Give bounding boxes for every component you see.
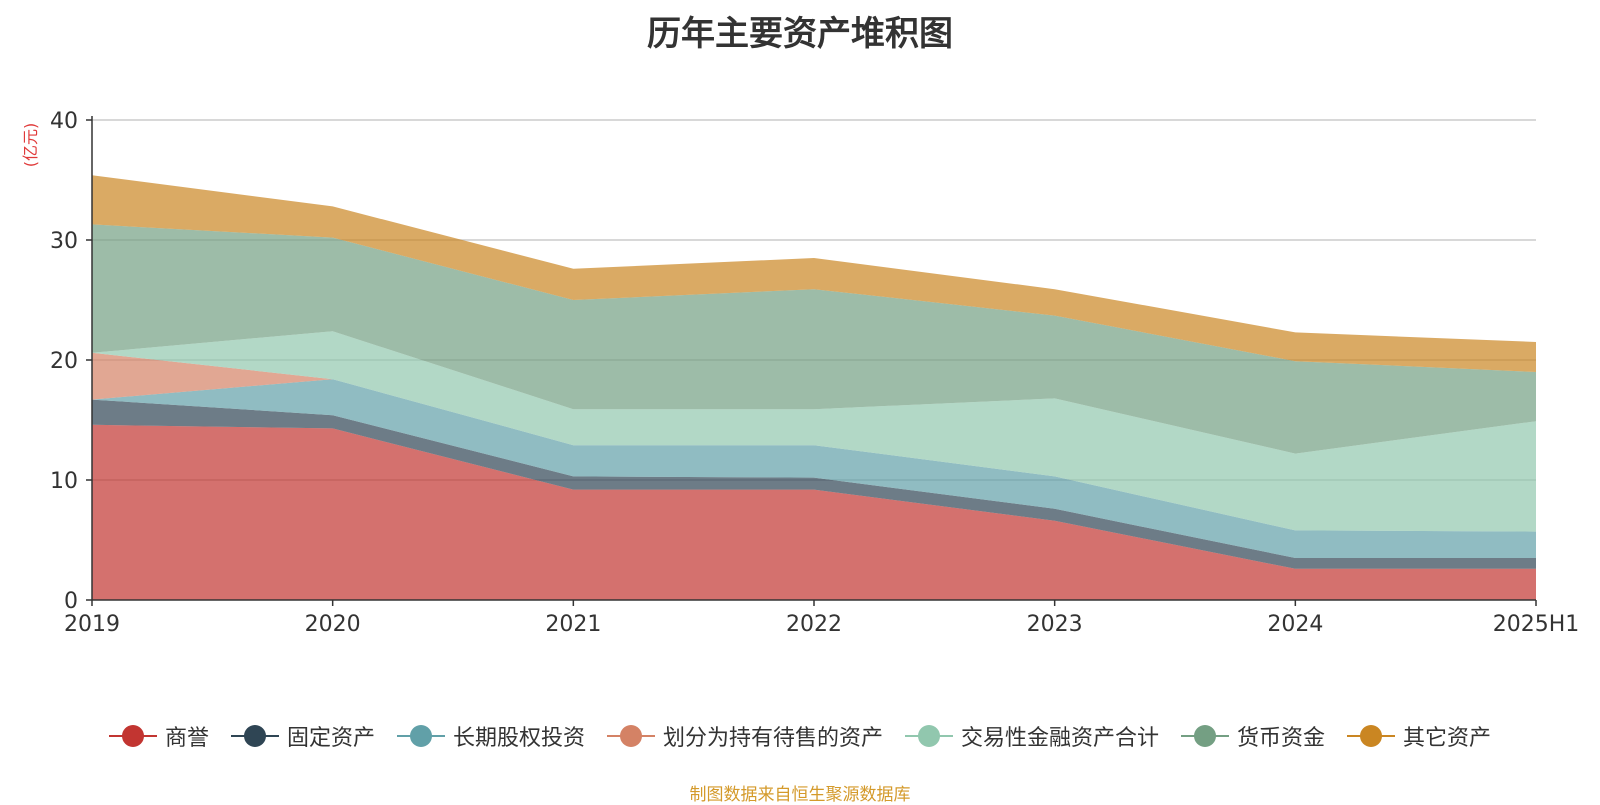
y-tick-label: 10 <box>50 469 78 494</box>
legend-marker-icon <box>108 724 157 748</box>
x-tick-label: 2023 <box>1027 612 1083 637</box>
area-series-5 <box>92 224 1536 454</box>
y-axis-label: (亿元) <box>21 123 40 168</box>
area-series-0 <box>92 424 1536 600</box>
legend-label: 货币资金 <box>1237 726 1326 751</box>
y-tick-label: 40 <box>50 109 78 134</box>
axes: 0 10 20 30 40 2019 2020 2021 2022 2023 2024 2025H1 <box>50 109 1579 637</box>
legend-item[interactable]: 商誉 <box>108 720 209 752</box>
legend-marker-icon <box>606 724 655 748</box>
legend-marker-icon <box>396 724 445 748</box>
legend-item[interactable]: 货币资金 <box>1181 720 1325 752</box>
legend-label: 商誉 <box>164 726 209 751</box>
area-series-3 <box>92 352 1536 532</box>
x-tick-label: 2024 <box>1267 612 1323 637</box>
legend-label: 划分为持有待售的资产 <box>662 726 883 751</box>
area-series <box>92 175 1536 600</box>
x-tick-label: 2020 <box>305 612 361 637</box>
area-series-2 <box>92 379 1536 558</box>
legend-label: 长期股权投资 <box>452 726 585 751</box>
legend-label: 交易性金融资产合计 <box>961 726 1160 751</box>
legend-item[interactable]: 划分为持有待售的资产 <box>606 720 883 752</box>
y-tick-label: 30 <box>50 229 78 254</box>
x-tick-label: 2021 <box>545 612 601 637</box>
legend-item[interactable]: 交易性金融资产合计 <box>905 720 1159 752</box>
source-note: 制图数据来自恒生聚源数据库 <box>689 785 911 805</box>
legend-marker-icon <box>1181 724 1230 748</box>
legend-marker-icon <box>905 724 953 748</box>
x-tick-label: 2019 <box>64 612 120 637</box>
chart-title: 历年主要资产堆积图 <box>647 14 953 54</box>
area-series-1 <box>92 399 1536 569</box>
legend-marker-icon <box>230 724 279 748</box>
y-tick-label: 20 <box>50 349 78 374</box>
x-tick-label: 2025H1 <box>1493 612 1580 637</box>
x-tick-label: 2022 <box>786 612 842 637</box>
area-series-4 <box>92 331 1536 532</box>
legend-item[interactable]: 其它资产 <box>1347 720 1491 752</box>
legend-label: 固定资产 <box>286 726 375 751</box>
area-series-6 <box>92 175 1536 372</box>
legend-label: 其它资产 <box>1403 726 1492 751</box>
legend-item[interactable]: 固定资产 <box>230 720 375 752</box>
legend-marker-icon <box>1347 724 1396 748</box>
chart-legend: 商誉 固定资产 长期股权投资 划分为持有待售的资产 交易性金融资产合计 货币资金 其它资产 <box>0 718 1600 754</box>
y-tick-label: 0 <box>64 589 78 614</box>
legend-item[interactable]: 长期股权投资 <box>396 720 585 752</box>
